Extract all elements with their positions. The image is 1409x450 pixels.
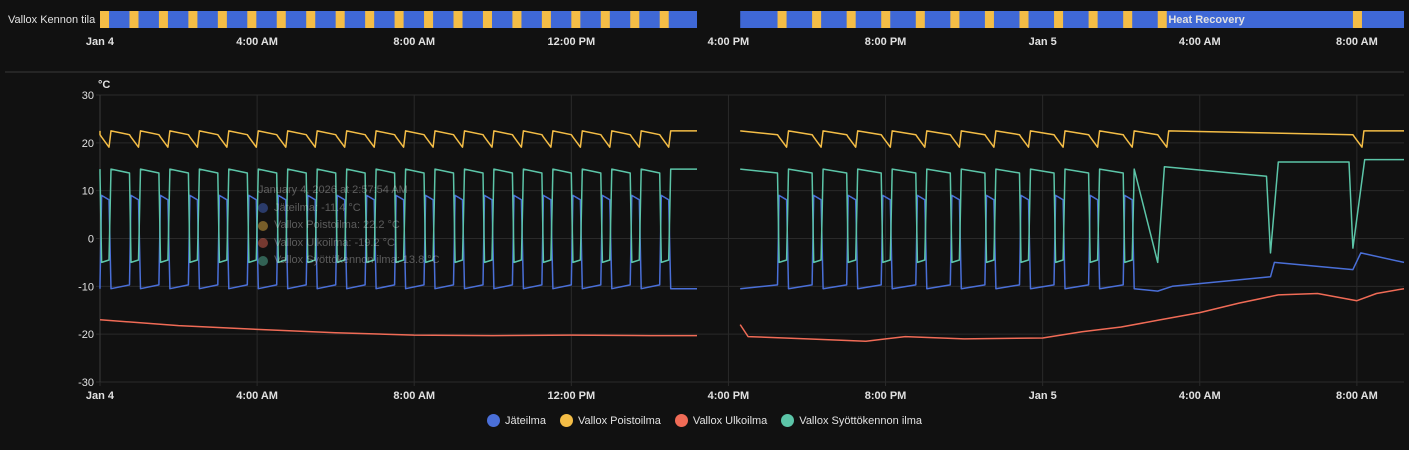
- legend-dot: [487, 414, 500, 427]
- timeline-segment-defrost[interactable]: [394, 11, 404, 28]
- timeline-x-tick-label: 4:00 AM: [1179, 36, 1221, 48]
- legend-item-jateilma[interactable]: Jäteilma: [487, 414, 546, 427]
- legend-label: Vallox Syöttökennon ilma: [799, 414, 922, 427]
- x-tick-label: 8:00 AM: [393, 390, 435, 402]
- x-tick-label: 4:00 AM: [236, 390, 278, 402]
- timeline-segment-defrost[interactable]: [1157, 11, 1167, 28]
- series-line-vallox-sy-tt-kennon-ilma[interactable]: [99, 168, 697, 264]
- y-tick-label: 10: [82, 186, 94, 198]
- timeline-segment-defrost[interactable]: [777, 11, 787, 28]
- timeline-x-axis: Jan 4 4:00 AM 8:00 AM 12:00 PM 4:00 PM 8:00 P…: [86, 36, 1378, 48]
- timeline-segment-defrost[interactable]: [188, 11, 198, 28]
- y-tick-label: -10: [78, 281, 94, 293]
- series-lines[interactable]: [99, 130, 1405, 343]
- state-timeline[interactable]: Heat Recovery: [100, 11, 1404, 28]
- timeline-segment-defrost[interactable]: [129, 11, 139, 28]
- timeline-x-tick-label: 12:00 PM: [547, 36, 595, 48]
- legend-dot: [781, 414, 795, 427]
- timeline-segment-defrost[interactable]: [1123, 11, 1133, 28]
- tooltip-title: January 4, 2026 at 2:57:54 AM: [258, 184, 408, 196]
- timeline-segment-defrost[interactable]: [247, 11, 257, 28]
- timeline-segment-defrost[interactable]: [984, 11, 994, 28]
- legend-item-poistoilma[interactable]: Vallox Poistoilma: [559, 414, 661, 427]
- y-tick-label: 20: [82, 138, 94, 150]
- timeline-segment-defrost[interactable]: [915, 11, 925, 28]
- x-tick-label: Jan 5: [1029, 390, 1057, 402]
- legend-item-ulkoilma[interactable]: Vallox Ulkoilma: [674, 414, 768, 427]
- timeline-segment-defrost[interactable]: [812, 11, 822, 28]
- timeline-segment-defrost[interactable]: [276, 11, 286, 28]
- timeline-segment-defrost[interactable]: [541, 11, 551, 28]
- tooltip-row: Vallox Poistoilma: 22.2 °C: [274, 219, 400, 231]
- tooltip-dot-ulkoilma: [258, 238, 268, 249]
- legend-item-syottokennon-ilma[interactable]: Vallox Syöttökennon ilma: [781, 414, 922, 427]
- x-tick-label: 12:00 PM: [547, 390, 595, 402]
- timeline-x-tick-label: 8:00 PM: [865, 36, 907, 48]
- tooltip-row: Vallox Ulkoilma: -19.2 °C: [274, 236, 395, 249]
- timeline-segment-defrost[interactable]: [1352, 11, 1362, 28]
- timeline-segment-defrost[interactable]: [424, 11, 434, 28]
- series-line-vallox-ulkoilma[interactable]: [739, 287, 1405, 343]
- timeline-segment-defrost[interactable]: [600, 11, 610, 28]
- tooltip-dot-poistoilma: [258, 220, 268, 231]
- tooltip-dot-jateilma: [258, 203, 268, 214]
- tooltip: January 4, 2026 at 2:57:54 AM Jäteilma: …: [258, 182, 440, 270]
- timeline-segment-defrost[interactable]: [571, 11, 581, 28]
- timeline-x-tick-label: Jan 4: [86, 36, 115, 48]
- legend-label: Jäteilma: [505, 414, 546, 427]
- grid: Jan 4 4:00 AM 8:00 AM 12:00 PM 4:00 PM 8:00 P…: [78, 90, 1404, 402]
- series-line-vallox-poistoilma[interactable]: [99, 130, 697, 148]
- x-tick-label: 8:00 AM: [1336, 390, 1378, 402]
- timeline-segment-defrost[interactable]: [306, 11, 316, 28]
- timeline-segment-defrost[interactable]: [630, 11, 640, 28]
- legend-dot: [674, 414, 688, 427]
- timeline-segment-defrost[interactable]: [1019, 11, 1029, 28]
- timeline-segment-defrost[interactable]: [365, 11, 375, 28]
- series-line-vallox-ulkoilma[interactable]: [99, 319, 697, 337]
- legend-dot: [559, 414, 573, 427]
- timeline-x-tick-label: 8:00 AM: [1336, 36, 1378, 48]
- y-tick-label: 30: [82, 90, 94, 102]
- timeline-segment-defrost[interactable]: [1088, 11, 1098, 28]
- tooltip-dot-syotto: [258, 255, 268, 266]
- timeline-x-tick-label: Jan 5: [1029, 36, 1057, 48]
- timeline-segment-defrost[interactable]: [846, 11, 856, 28]
- legend-label: Vallox Ulkoilma: [692, 414, 768, 427]
- timeline-state-label: Heat Recovery: [1168, 14, 1245, 26]
- timeline-segment-defrost[interactable]: [100, 11, 110, 28]
- timeline-entity-label: Vallox Kennon tila: [8, 14, 96, 26]
- series-line-j-teilma[interactable]: [740, 194, 1405, 292]
- x-tick-label: Jan 4: [86, 390, 115, 402]
- unit-label: °C: [98, 79, 110, 91]
- timeline-segment-defrost[interactable]: [217, 11, 227, 28]
- series-line-vallox-poistoilma[interactable]: [740, 130, 1404, 148]
- legend: Jäteilma Vallox Poistoilma Vallox Ulkoil…: [0, 414, 1409, 427]
- timeline-segment-heat-recovery[interactable]: [740, 11, 1404, 28]
- timeline-x-tick-label: 4:00 PM: [708, 36, 750, 48]
- timeline-segment-defrost[interactable]: [659, 11, 669, 28]
- x-tick-label: 4:00 PM: [708, 390, 750, 402]
- x-tick-label: 8:00 PM: [865, 390, 907, 402]
- timeline-x-tick-label: 8:00 AM: [393, 36, 435, 48]
- timeline-segment-defrost[interactable]: [1054, 11, 1064, 28]
- y-tick-label: -20: [78, 329, 94, 341]
- timeline-segment-defrost[interactable]: [335, 11, 345, 28]
- series-line-vallox-sy-tt-kennon-ilma[interactable]: [740, 158, 1404, 264]
- timeline-x-tick-label: 4:00 AM: [236, 36, 278, 48]
- legend-label: Vallox Poistoilma: [577, 414, 661, 427]
- tooltip-row: Jäteilma: -11.4 °C: [274, 201, 361, 214]
- timeline-segment-defrost[interactable]: [453, 11, 463, 28]
- x-tick-label: 4:00 AM: [1179, 390, 1221, 402]
- timeline-segment-defrost[interactable]: [512, 11, 522, 28]
- y-tick-label: 0: [88, 234, 94, 246]
- timeline-segment-defrost[interactable]: [881, 11, 891, 28]
- y-tick-label: -30: [78, 377, 94, 389]
- timeline-segment-defrost[interactable]: [950, 11, 960, 28]
- timeline-segment-defrost[interactable]: [158, 11, 168, 28]
- timeline-segment-defrost[interactable]: [482, 11, 492, 28]
- tooltip-row: Vallox Syöttökennon ilma: 13.8 °C: [274, 254, 440, 266]
